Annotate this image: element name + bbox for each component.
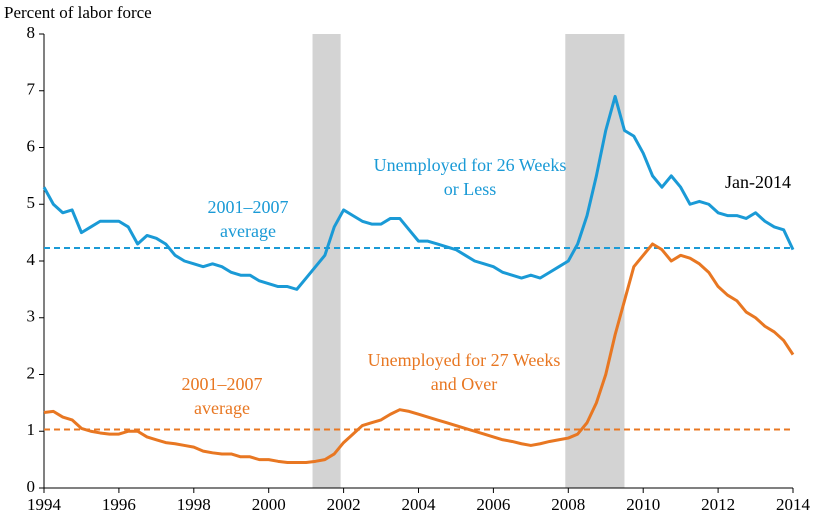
x-tick-label: 2000 [252,495,286,514]
y-tick-label: 6 [27,136,36,155]
series-label: and Over [431,374,497,394]
y-tick-label: 0 [27,477,36,496]
y-tick-label: 3 [27,307,36,326]
y-tick-label: 7 [27,80,36,99]
series-label: or Less [444,179,497,199]
x-tick-label: 2012 [701,495,735,514]
x-tick-label: 1996 [102,495,136,514]
x-tick-label: 1994 [27,495,62,514]
average-label: average [220,221,276,241]
series-label: Unemployed for 26 Weeks [374,155,567,175]
y-tick-label: 2 [27,363,36,382]
series-line [43,242,795,464]
average-label: 2001–2007 [208,197,289,217]
y-tick-label: 5 [27,193,36,212]
end-label: Jan-2014 [725,172,791,192]
x-tick-label: 1998 [177,495,211,514]
y-tick-label: 8 [27,23,36,42]
x-tick-label: 2002 [327,495,361,514]
x-tick-label: 2006 [476,495,510,514]
x-tick-label: 2008 [551,495,585,514]
recession-band [312,34,341,488]
x-tick-label: 2010 [626,495,660,514]
average-label: 2001–2007 [182,374,263,394]
average-label: average [194,398,250,418]
x-tick-label: 2014 [776,495,811,514]
x-tick-label: 2004 [402,495,437,514]
series-label: Unemployed for 27 Weeks [368,350,561,370]
series-line [42,94,795,291]
y-tick-label: 4 [27,250,36,269]
recession-band [565,34,625,488]
y-tick-label: 1 [27,420,36,439]
y-axis-label: Percent of labor force [4,3,152,22]
